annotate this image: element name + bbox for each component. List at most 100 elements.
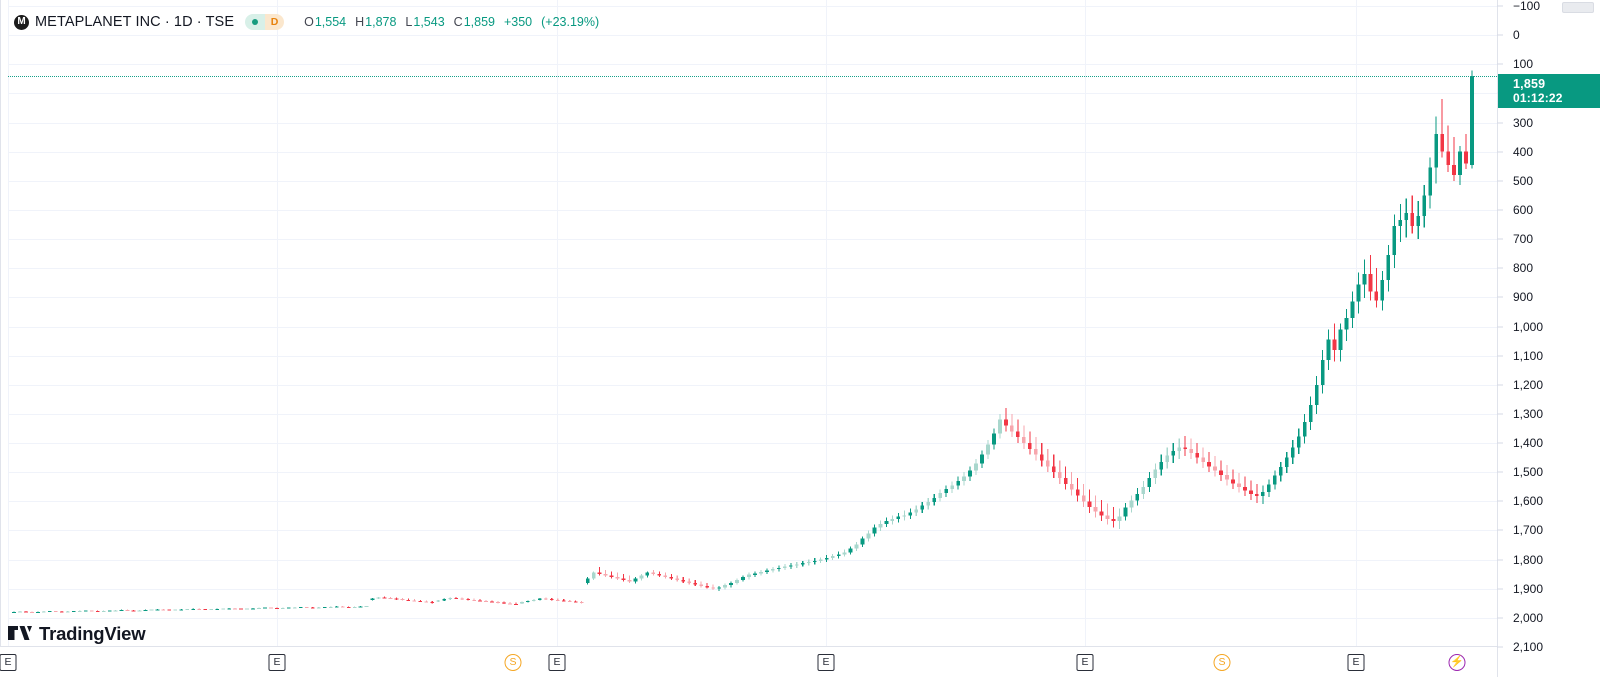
candle-body [1153, 469, 1158, 479]
session-letter: D [265, 14, 285, 30]
candle-body [71, 611, 76, 613]
price-tick-label: 600 [1513, 202, 1534, 217]
price-tick-dash [1497, 384, 1503, 386]
candle-body [914, 509, 919, 513]
bar-countdown-timer: 01:12:22 [1513, 91, 1563, 106]
candle-body [735, 579, 739, 583]
candle-body [406, 599, 411, 601]
gridline-horizontal [8, 209, 1497, 211]
ohlc-low: L1,543 [405, 15, 444, 29]
candle-body [328, 606, 333, 608]
candle-body [926, 501, 931, 506]
candle-body [1189, 448, 1193, 454]
price-tick-dash [1497, 500, 1503, 502]
candle-body [292, 607, 297, 609]
marker-earnings-icon[interactable]: E [0, 654, 17, 671]
price-tick-label: 700 [1513, 232, 1534, 247]
marker-earnings-icon[interactable]: E [548, 654, 566, 671]
gridline-horizontal [8, 122, 1497, 124]
candle-body [573, 601, 578, 603]
ohlc-close-value: 1,859 [463, 15, 495, 29]
candle-body [1338, 329, 1343, 350]
ohlc-open-value: 1,554 [314, 15, 347, 29]
price-tick-dash [1497, 617, 1503, 619]
candle-body [221, 608, 225, 610]
candle-body [298, 607, 303, 609]
candle-body [537, 598, 542, 600]
candle-body [1249, 490, 1253, 495]
candle-body [484, 600, 488, 602]
price-axis-border [1497, 0, 1498, 677]
price-tick-label: 1,200 [1513, 377, 1544, 392]
candle-body [585, 578, 590, 583]
marker-earnings-icon[interactable]: E [1076, 654, 1094, 671]
candle-body [1213, 466, 1217, 471]
gridline-horizontal [8, 472, 1497, 474]
marker-earnings-icon[interactable]: E [1347, 654, 1365, 671]
candle-body [12, 611, 16, 613]
candle-body [950, 485, 954, 490]
candle-body [502, 602, 506, 604]
gridline-horizontal [8, 35, 1497, 37]
candle-body [1356, 284, 1361, 302]
candle-body [287, 607, 291, 609]
candle-body [149, 609, 154, 611]
candle-body [1272, 475, 1277, 485]
candle-body [1177, 447, 1182, 452]
price-tick-label: 1,400 [1513, 436, 1544, 451]
chart-pane[interactable] [0, 0, 1497, 677]
price-tick-label: 2,000 [1513, 610, 1544, 625]
candle-body [872, 527, 877, 534]
marker-earnings-icon[interactable]: E [817, 654, 835, 671]
candle-body [1452, 164, 1456, 175]
candle-body [645, 572, 650, 576]
candle-body [1350, 301, 1355, 318]
candle-body [681, 579, 686, 582]
marker-split-icon[interactable]: S [1213, 654, 1231, 671]
marker-news-icon[interactable]: ⚡ [1448, 654, 1466, 671]
candle-body [1147, 478, 1152, 487]
ohlc-high-value: 1,878 [365, 15, 397, 29]
candle-body [418, 600, 423, 602]
gridline-horizontal [8, 443, 1497, 445]
candle-body [729, 582, 733, 586]
price-tick-dash [1497, 646, 1503, 648]
ohlc-open: O1,554 [304, 15, 346, 29]
candle-body [1261, 491, 1265, 497]
session-status-badge[interactable]: D [245, 14, 285, 30]
candle-body [1464, 151, 1468, 164]
marker-split-icon[interactable]: S [504, 654, 522, 671]
gridline-vertical [1356, 0, 1357, 647]
marker-earnings-icon[interactable]: E [268, 654, 286, 671]
candle-body [1027, 443, 1032, 449]
candle-body [543, 598, 548, 600]
candle-body [1410, 212, 1415, 226]
price-tick-dash [1497, 63, 1503, 65]
candlestick-series[interactable] [0, 0, 1497, 677]
candle-body [508, 603, 512, 605]
candle-body [1069, 483, 1074, 490]
gridline-horizontal [8, 384, 1497, 386]
candle-body [1141, 486, 1146, 495]
ohlc-close-label: C [453, 15, 463, 29]
gridline-vertical [277, 0, 278, 647]
candle-body [532, 599, 536, 601]
price-tick-label: 100 [1513, 57, 1534, 72]
pane-left-border [0, 0, 1, 677]
price-tick-label: 300 [1513, 115, 1534, 130]
time-axis[interactable]: E E S E E E S E ⚡ [0, 646, 1497, 677]
symbol-title[interactable]: METAPLANET INC · 1D · TSE [35, 14, 235, 30]
candle-body [717, 587, 721, 589]
candle-body [310, 607, 315, 609]
candle-body [1016, 431, 1020, 438]
gridline-horizontal [8, 413, 1497, 415]
last-price-badge[interactable]: 1,859 01:12:22 [1498, 74, 1600, 109]
candle-body [263, 607, 267, 609]
price-tick-label: 500 [1513, 173, 1534, 188]
candle-body [1314, 384, 1319, 406]
price-tick-dash [1497, 413, 1503, 415]
price-axis[interactable]: 1,859 01:12:22 2,100 2,000 1,900 1,800 1,700… [1497, 0, 1600, 677]
scroll-to-realtime-handle[interactable] [1562, 2, 1594, 13]
candle-body [890, 518, 895, 522]
candle-body [567, 600, 572, 602]
